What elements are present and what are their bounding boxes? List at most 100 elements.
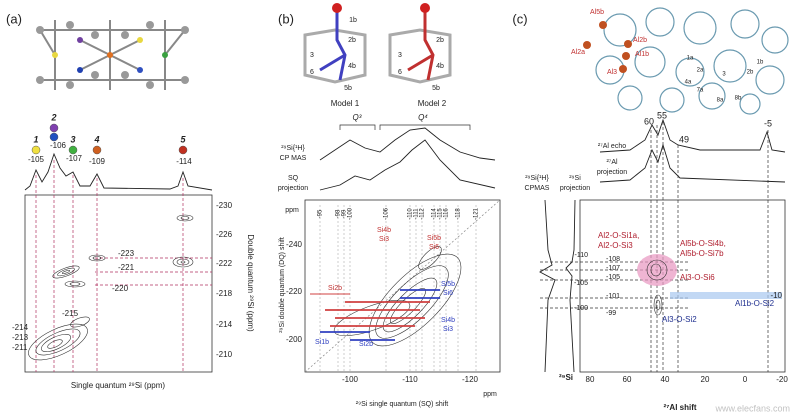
shape: [88, 254, 106, 262]
site-label: 1a: [687, 56, 694, 62]
peak-label: -121: [474, 207, 480, 220]
site-label: 4b: [436, 63, 444, 70]
shape: [617, 85, 643, 111]
shape: [146, 21, 154, 29]
group: [407, 5, 435, 81]
y-tick-label: -218: [216, 289, 233, 298]
shape: [176, 258, 190, 266]
site-label: 3: [310, 52, 314, 59]
shape: [730, 9, 760, 39]
shape: [583, 41, 591, 49]
y-tick-label: -240: [286, 240, 303, 249]
shape: [698, 82, 726, 110]
y-axis-label: ²⁹Si double quantum (DQ) shift: [279, 237, 286, 333]
shape: [24, 194, 213, 373]
site-label: 1b: [349, 17, 357, 24]
group: [595, 7, 789, 115]
shape: [675, 57, 705, 87]
assignment-label: Si4b: [377, 227, 391, 234]
panel-label: (c): [512, 11, 527, 26]
model-label: Model 1: [331, 99, 360, 108]
peak-shift: -109: [89, 157, 106, 166]
al-site-label: Al2b: [633, 37, 647, 44]
spectrum-label: CP MAS: [280, 155, 307, 162]
assignment-label: Si5b: [427, 235, 441, 242]
al-shift-label: 49: [679, 134, 689, 144]
shape: [539, 199, 556, 373]
shape: [599, 118, 786, 153]
shape: [339, 124, 471, 130]
shape: [91, 31, 99, 39]
assignment-label: Al3-O-Si2: [662, 315, 697, 324]
site-label: 8a: [717, 98, 724, 104]
peak-label: -111: [414, 208, 420, 220]
region-label: Q³: [353, 113, 362, 122]
shape: [36, 26, 44, 34]
assignment-label: Si1b: [315, 339, 329, 346]
peak-number: 5: [180, 134, 186, 144]
x-axis-label: ²⁷Al shift: [663, 403, 696, 412]
cross-peak-label: -223: [118, 249, 135, 258]
assignment-label: Al5b-O-Si7b: [680, 249, 724, 258]
si-shift-label: -99: [606, 310, 616, 317]
y-tick-label: -230: [216, 201, 233, 210]
spectrum-label: ²⁹Si{¹H}: [525, 175, 549, 182]
shape: [382, 277, 438, 333]
peak-label: -100: [348, 207, 354, 220]
shape: [47, 339, 63, 349]
shape: [739, 93, 761, 115]
axis-unit: ²⁹Si: [559, 373, 573, 382]
y-tick-label: -110: [575, 252, 589, 259]
panel-c-art: [539, 7, 789, 373]
x-axis-label: ²⁹Si single quantum (SQ) shift: [356, 401, 449, 408]
spectrum-label: ²⁹Si{¹H}: [281, 145, 305, 152]
al-shift-label: 60: [644, 116, 654, 126]
assignment-label: Si3: [379, 236, 389, 243]
shape: [181, 26, 189, 34]
al-site-label: Al3: [607, 69, 617, 76]
shape: [303, 28, 367, 84]
x-tick-label: 20: [701, 375, 710, 384]
shape: [332, 3, 342, 13]
shape: [164, 29, 186, 56]
peak-number: 1: [33, 134, 38, 144]
peak-label: -112: [420, 208, 426, 220]
shape: [52, 52, 58, 58]
shape: [52, 265, 80, 279]
peak-label: -110: [408, 208, 414, 220]
x-tick-label: -100: [342, 375, 359, 384]
x-tick-label: 60: [623, 375, 632, 384]
y-axis-label: Double quantum ²⁹Si (ppm): [246, 234, 255, 332]
group: [333, 246, 462, 347]
shape: [634, 46, 666, 78]
shape: [655, 299, 661, 311]
site-label: 4b: [348, 63, 356, 70]
peak-label: -116: [444, 208, 450, 220]
site-label: 3: [398, 52, 402, 59]
shape: [653, 294, 663, 316]
shape: [637, 254, 677, 286]
peak-shift: -105: [28, 155, 45, 164]
shape: [40, 334, 72, 352]
shape: [670, 292, 782, 299]
site-label: 5b: [344, 85, 352, 92]
shape: [70, 316, 90, 328]
shape: [320, 289, 440, 341]
shape: [319, 5, 347, 81]
peak-label: -95: [318, 209, 324, 218]
peak-label: -114: [432, 208, 438, 220]
shape: [603, 13, 637, 47]
shape: [650, 263, 662, 277]
cross-peak-label: -220: [112, 284, 129, 293]
spectrum-label: projection: [560, 185, 590, 192]
shape: [64, 280, 86, 288]
panel-a-art: [24, 20, 213, 373]
shape: [368, 253, 462, 347]
site-label: 2b: [348, 37, 356, 44]
assignment-label: Al5b-O-Si4b,: [680, 239, 726, 248]
cross-peak-label: -215: [62, 309, 79, 318]
si-shift-label: -101: [606, 293, 620, 300]
site-label: 5b: [432, 85, 440, 92]
region-label: Q⁴: [418, 113, 428, 122]
